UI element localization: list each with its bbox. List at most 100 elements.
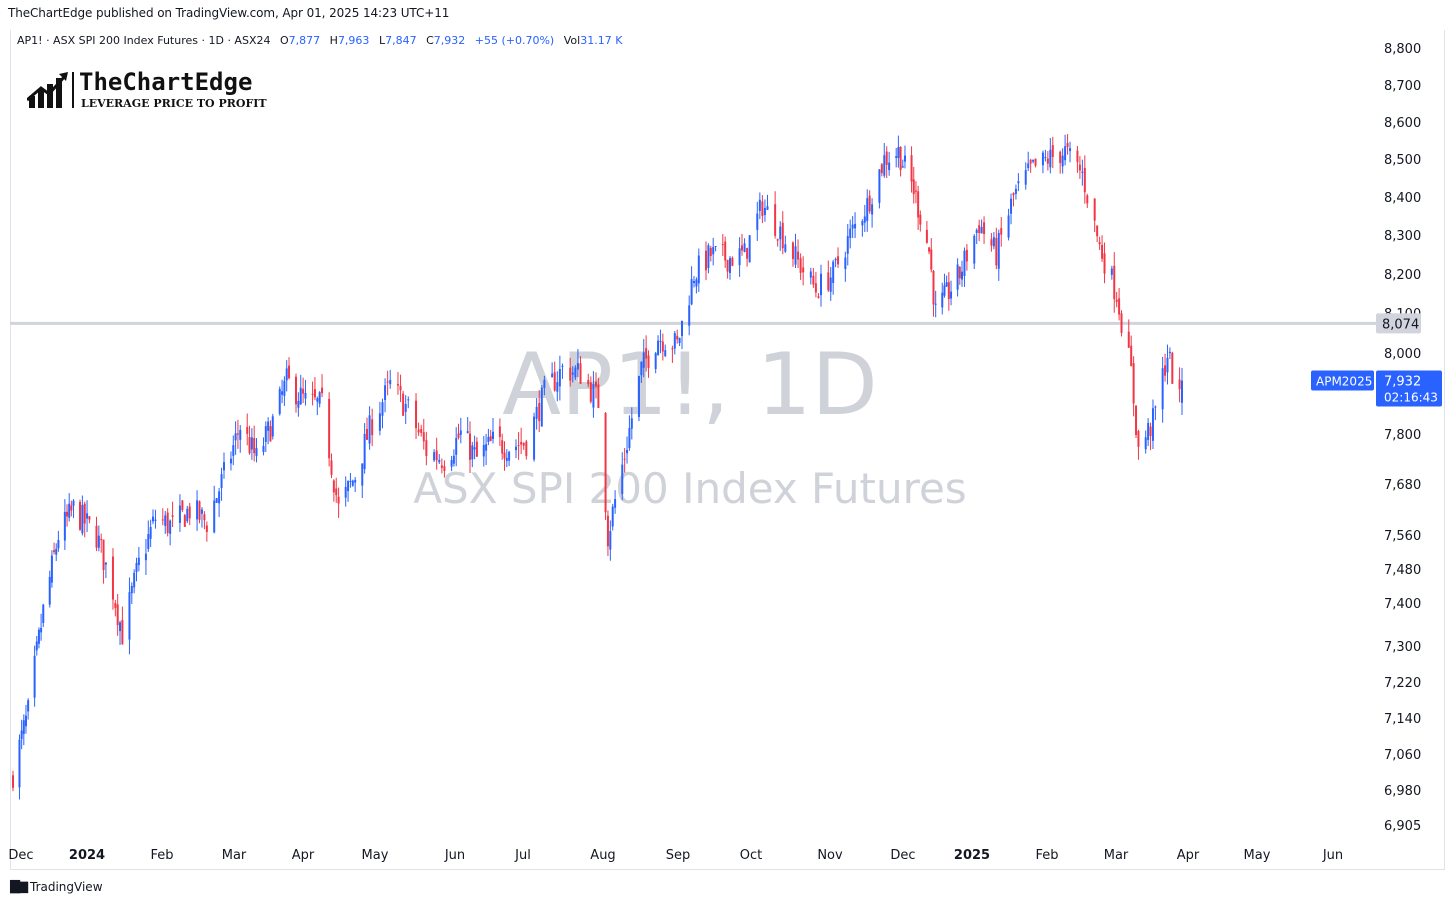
candle[interactable] — [551, 362, 554, 378]
candle[interactable] — [990, 232, 993, 252]
candle[interactable] — [934, 290, 937, 318]
candle[interactable] — [973, 234, 976, 269]
candle[interactable] — [239, 425, 242, 453]
candle[interactable] — [880, 162, 883, 177]
candle[interactable] — [337, 487, 340, 518]
candle[interactable] — [1007, 208, 1010, 241]
candle[interactable] — [354, 477, 357, 493]
candle[interactable] — [697, 248, 700, 292]
candle[interactable] — [70, 500, 73, 517]
candle[interactable] — [912, 166, 915, 204]
candle[interactable] — [1012, 192, 1015, 207]
candle[interactable] — [522, 442, 525, 450]
candle[interactable] — [866, 189, 869, 232]
candle[interactable] — [1029, 158, 1032, 173]
candle[interactable] — [997, 229, 1000, 281]
candle[interactable] — [178, 494, 181, 532]
candle[interactable] — [246, 413, 249, 446]
candle[interactable] — [402, 390, 405, 417]
candle[interactable] — [137, 546, 140, 572]
candle[interactable] — [956, 258, 959, 297]
candle[interactable] — [899, 146, 902, 177]
candle[interactable] — [837, 247, 840, 268]
candle[interactable] — [628, 415, 631, 451]
candle[interactable] — [152, 509, 154, 525]
candle[interactable] — [455, 427, 458, 467]
candle[interactable] — [851, 216, 854, 238]
candle[interactable] — [253, 425, 256, 462]
candle[interactable] — [278, 386, 281, 416]
candle[interactable] — [540, 385, 543, 427]
candle[interactable] — [443, 460, 446, 478]
candle[interactable] — [714, 245, 717, 252]
candle[interactable] — [1101, 235, 1104, 262]
candle[interactable] — [741, 234, 743, 256]
candle[interactable] — [975, 228, 978, 245]
candle[interactable] — [812, 267, 815, 288]
candle[interactable] — [758, 192, 761, 220]
candle[interactable] — [587, 373, 590, 388]
candle[interactable] — [712, 237, 715, 266]
candle[interactable] — [623, 447, 626, 473]
candle[interactable] — [255, 438, 258, 463]
candle[interactable] — [827, 260, 830, 293]
candle[interactable] — [1178, 367, 1181, 403]
candle[interactable] — [693, 275, 695, 288]
candle[interactable] — [1181, 367, 1183, 415]
candle[interactable] — [729, 255, 731, 280]
candle[interactable] — [220, 467, 223, 501]
candle[interactable] — [121, 606, 124, 645]
candle[interactable] — [958, 266, 961, 285]
candle[interactable] — [485, 433, 488, 465]
candle[interactable] — [330, 453, 333, 479]
candle[interactable] — [645, 335, 648, 372]
candle[interactable] — [1166, 344, 1169, 385]
candle[interactable] — [335, 477, 338, 503]
candle[interactable] — [200, 507, 203, 528]
candle[interactable] — [111, 548, 114, 610]
candle[interactable] — [384, 378, 387, 413]
contract-tag[interactable] — [1311, 370, 1374, 391]
candle[interactable] — [1110, 265, 1113, 280]
candle[interactable] — [50, 550, 53, 588]
candle[interactable] — [471, 441, 474, 468]
candle[interactable] — [950, 280, 953, 306]
candle[interactable] — [475, 437, 478, 458]
candle[interactable] — [213, 485, 216, 534]
candle[interactable] — [20, 719, 23, 750]
candle[interactable] — [1034, 158, 1037, 168]
candle[interactable] — [433, 449, 436, 462]
candle[interactable] — [271, 413, 274, 440]
candle[interactable] — [147, 520, 150, 552]
candle[interactable] — [1069, 141, 1072, 163]
candle[interactable] — [657, 335, 660, 356]
candle[interactable] — [183, 513, 186, 527]
candle[interactable] — [166, 508, 169, 537]
candle[interactable] — [961, 260, 963, 287]
candle[interactable] — [794, 233, 797, 269]
candle[interactable] — [871, 198, 874, 228]
candle[interactable] — [746, 247, 749, 267]
candle[interactable] — [368, 406, 371, 450]
candle[interactable] — [1127, 319, 1130, 349]
candle[interactable] — [1086, 193, 1089, 208]
candle[interactable] — [678, 337, 681, 347]
candle[interactable] — [943, 273, 946, 298]
candle[interactable] — [505, 449, 508, 468]
candle[interactable] — [1161, 356, 1164, 423]
candle[interactable] — [664, 344, 667, 357]
candle[interactable] — [761, 195, 764, 224]
candle[interactable] — [181, 499, 184, 513]
candle[interactable] — [901, 159, 904, 168]
candle[interactable] — [133, 569, 136, 594]
candle[interactable] — [299, 374, 302, 405]
candle[interactable] — [269, 420, 272, 442]
candle[interactable] — [637, 375, 640, 422]
candle[interactable] — [579, 356, 582, 384]
candle[interactable] — [576, 349, 579, 378]
candle[interactable] — [22, 714, 25, 746]
candle[interactable] — [763, 199, 766, 222]
candle[interactable] — [171, 501, 174, 528]
candle[interactable] — [1118, 288, 1121, 321]
candle[interactable] — [533, 412, 536, 462]
